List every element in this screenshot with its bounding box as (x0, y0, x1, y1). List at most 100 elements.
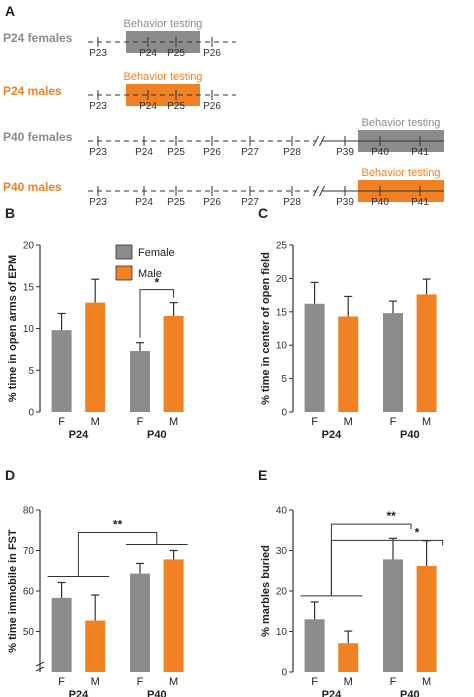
behavior-testing-label: Behavior testing (124, 18, 203, 30)
legend-label: Female (138, 247, 175, 259)
timeline-day-label: P40 (371, 197, 389, 208)
significance-label: * (154, 276, 159, 290)
significance-label: * (415, 525, 420, 539)
bar (383, 559, 403, 672)
group-label: P40 (147, 689, 167, 697)
timeline-day-label: P25 (167, 48, 185, 59)
timeline-day-label: P24 (139, 101, 157, 112)
y-tick-label: 5 (28, 366, 34, 377)
timeline-day-label: P23 (89, 147, 107, 158)
timeline-day-label: P24 (135, 147, 153, 158)
bar (416, 565, 437, 672)
significance-bracket (77, 532, 158, 577)
category-label: F (390, 416, 397, 428)
significance-bracket (139, 289, 175, 338)
timeline-day-label: P27 (241, 147, 259, 158)
y-tick-label: 5 (281, 374, 287, 385)
timeline-day-label: P39 (336, 147, 354, 158)
y-tick-label: 70 (23, 546, 35, 557)
category-label: F (58, 416, 65, 428)
timeline-day-label: P23 (89, 101, 107, 112)
group-label: P40 (400, 429, 420, 441)
timeline-day-label: P24 (139, 48, 157, 59)
behavior-testing-label: Behavior testing (124, 71, 203, 83)
category-label: M (169, 416, 178, 428)
category-label: F (311, 416, 318, 428)
y-tick-label: 0 (281, 668, 287, 679)
timeline-row-label: P40 females (3, 130, 73, 144)
timeline-break-mark (313, 135, 319, 147)
y-axis-label: % time in open arms of EPM (7, 255, 19, 402)
timeline-day-label: P40 (371, 147, 389, 158)
bar (338, 643, 359, 672)
category-label: F (311, 676, 318, 688)
bar (163, 315, 184, 412)
legend-swatch (115, 265, 133, 281)
category-label: M (344, 676, 353, 688)
panel-label: B (5, 205, 15, 221)
panel-label: C (258, 205, 268, 221)
y-axis-label: % time in center of open field (260, 252, 272, 405)
timeline-row-label: P40 males (3, 180, 62, 194)
timeline-day-label: P41 (411, 147, 429, 158)
group-label: P40 (400, 689, 420, 697)
panel-a-label: A (5, 3, 15, 19)
y-tick-label: 0 (28, 408, 34, 419)
category-label: M (169, 676, 178, 688)
timeline-day-label: P26 (203, 101, 221, 112)
y-tick-label: 20 (276, 587, 288, 598)
axis-break-mark (35, 661, 45, 667)
bar (85, 620, 106, 672)
panel-c-chart: C 0 5 10 15 20 25 % time in center of open fiel… (258, 205, 437, 441)
panel-label: E (258, 467, 267, 483)
category-label: M (422, 416, 431, 428)
group-label: P24 (69, 689, 89, 697)
y-tick-label: 50 (23, 627, 35, 638)
group-label: P40 (147, 429, 167, 441)
category-label: M (91, 676, 100, 688)
axis-break-mark (35, 666, 45, 672)
bar (85, 302, 106, 412)
timeline-break-mark (319, 135, 325, 147)
timeline-day-label: P23 (89, 197, 107, 208)
group-label: P24 (69, 429, 89, 441)
y-tick-label: 60 (23, 587, 35, 598)
timeline-day-label: P27 (241, 197, 259, 208)
y-tick-label: 30 (276, 546, 288, 557)
timeline-row: P40 males Behavior testing P23 P24 P25 P26 P27… (3, 167, 444, 208)
bar (338, 316, 359, 412)
bar (51, 330, 72, 412)
y-axis-label: % marbles buried (260, 545, 272, 637)
y-tick-label: 20 (23, 241, 35, 252)
y-tick-label: 0 (281, 408, 287, 419)
bar (130, 573, 150, 672)
timeline-row-label: P24 females (3, 31, 73, 45)
timeline-row: P24 males Behavior testing P23 P24 P25 P26 (3, 71, 236, 112)
y-tick-label: 15 (276, 307, 288, 318)
y-tick-label: 10 (276, 627, 288, 638)
category-label: F (58, 676, 65, 688)
timeline-day-label: P23 (89, 48, 107, 59)
bar (304, 619, 325, 672)
bar (163, 559, 184, 672)
significance-label: ** (387, 509, 397, 523)
legend-swatch (115, 244, 133, 260)
y-tick-label: 10 (23, 324, 35, 335)
timeline-day-label: P41 (411, 197, 429, 208)
timeline-day-label: P26 (203, 48, 221, 59)
timeline-break-mark (313, 185, 319, 197)
timeline-day-label: P39 (336, 197, 354, 208)
y-tick-label: 25 (276, 241, 288, 252)
significance-bracket (330, 539, 444, 596)
panel-label: D (5, 467, 15, 483)
y-tick-label: 15 (23, 282, 35, 293)
category-label: F (390, 676, 397, 688)
bar (304, 303, 325, 412)
y-tick-label: 20 (276, 274, 288, 285)
category-label: F (137, 676, 144, 688)
group-label: P24 (322, 429, 342, 441)
timeline-break-mark (319, 185, 325, 197)
timeline-day-label: P28 (283, 147, 301, 158)
